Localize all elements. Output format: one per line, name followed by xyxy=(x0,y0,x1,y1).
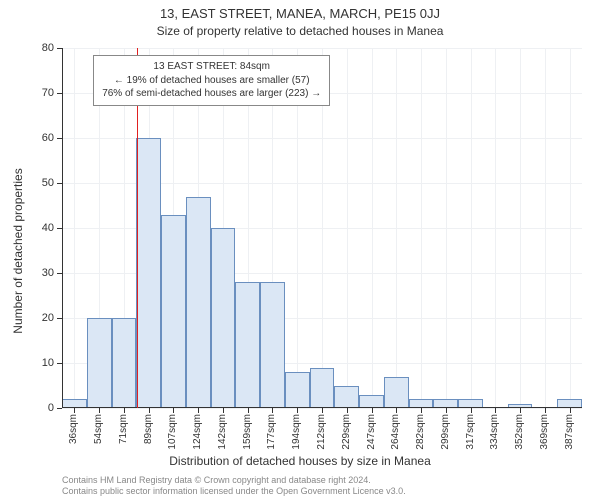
annotation-box: 13 EAST STREET: 84sqm← 19% of detached h… xyxy=(93,55,330,106)
y-tick-label: 70 xyxy=(30,87,54,99)
footer-attribution: Contains HM Land Registry data © Crown c… xyxy=(62,475,590,498)
x-tick-label: 159sqm xyxy=(242,414,253,450)
x-tick-mark xyxy=(495,408,496,413)
gridline-vertical xyxy=(74,48,75,408)
x-tick-mark xyxy=(570,408,571,413)
x-axis-label: Distribution of detached houses by size … xyxy=(0,454,600,468)
y-tick-label: 80 xyxy=(30,42,54,54)
gridline-vertical xyxy=(520,48,521,408)
x-tick-label: 387sqm xyxy=(564,414,575,450)
x-tick-mark xyxy=(198,408,199,413)
x-tick-label: 229sqm xyxy=(341,414,352,450)
x-tick-mark xyxy=(322,408,323,413)
x-tick-label: 317sqm xyxy=(465,414,476,450)
x-tick-label: 264sqm xyxy=(390,414,401,450)
x-tick-mark xyxy=(124,408,125,413)
y-tick-label: 0 xyxy=(30,402,54,414)
x-tick-label: 36sqm xyxy=(68,414,79,444)
x-tick-label: 142sqm xyxy=(217,414,228,450)
x-tick-label: 124sqm xyxy=(192,414,203,450)
histogram-bar xyxy=(310,368,335,409)
histogram-bar xyxy=(260,282,285,408)
histogram-bar xyxy=(136,138,161,408)
x-tick-label: 89sqm xyxy=(143,414,154,444)
page-subtitle: Size of property relative to detached ho… xyxy=(0,24,600,38)
x-tick-label: 54sqm xyxy=(93,414,104,444)
gridline-vertical xyxy=(545,48,546,408)
x-tick-label: 107sqm xyxy=(167,414,178,450)
x-tick-mark xyxy=(471,408,472,413)
x-tick-mark xyxy=(421,408,422,413)
gridline-vertical xyxy=(372,48,373,408)
gridline-vertical xyxy=(396,48,397,408)
y-tick-label: 30 xyxy=(30,267,54,279)
gridline-vertical xyxy=(347,48,348,408)
y-axis-label-wrap: Number of detached properties xyxy=(8,0,24,500)
histogram-bar xyxy=(334,386,359,409)
x-tick-mark xyxy=(74,408,75,413)
y-axis-line xyxy=(62,48,63,408)
x-tick-mark xyxy=(248,408,249,413)
x-tick-mark xyxy=(272,408,273,413)
annotation-line-2: ← 19% of detached houses are smaller (57… xyxy=(102,74,321,88)
histogram-bar xyxy=(235,282,260,408)
y-axis-label: Number of detached properties xyxy=(11,151,25,351)
x-tick-mark xyxy=(446,408,447,413)
x-tick-label: 334sqm xyxy=(489,414,500,450)
y-tick-label: 40 xyxy=(30,222,54,234)
x-tick-label: 71sqm xyxy=(118,414,129,444)
annotation-line-1: 13 EAST STREET: 84sqm xyxy=(102,60,321,74)
x-tick-mark xyxy=(223,408,224,413)
plot-area: 0102030405060708036sqm54sqm71sqm89sqm107… xyxy=(62,48,582,408)
x-axis-line xyxy=(62,407,582,408)
x-tick-mark xyxy=(173,408,174,413)
x-tick-label: 194sqm xyxy=(291,414,302,450)
histogram-bar xyxy=(186,197,211,409)
x-tick-label: 299sqm xyxy=(440,414,451,450)
chart-container: 13, EAST STREET, MANEA, MARCH, PE15 0JJ … xyxy=(0,0,600,500)
x-tick-mark xyxy=(99,408,100,413)
x-tick-mark xyxy=(372,408,373,413)
y-tick-mark xyxy=(57,408,62,409)
footer-line-2: Contains public sector information licen… xyxy=(62,486,590,497)
histogram-bar xyxy=(384,377,409,409)
histogram-bar xyxy=(285,372,310,408)
y-tick-label: 50 xyxy=(30,177,54,189)
histogram-bar xyxy=(211,228,236,408)
x-tick-label: 212sqm xyxy=(316,414,327,450)
y-tick-label: 20 xyxy=(30,312,54,324)
x-tick-label: 247sqm xyxy=(366,414,377,450)
x-tick-mark xyxy=(347,408,348,413)
gridline-vertical xyxy=(570,48,571,408)
annotation-line-3: 76% of semi-detached houses are larger (… xyxy=(102,87,321,101)
x-tick-label: 282sqm xyxy=(415,414,426,450)
x-tick-label: 352sqm xyxy=(514,414,525,450)
gridline-vertical xyxy=(421,48,422,408)
gridline-vertical xyxy=(471,48,472,408)
x-tick-mark xyxy=(149,408,150,413)
x-tick-mark xyxy=(520,408,521,413)
x-tick-label: 369sqm xyxy=(539,414,550,450)
gridline-vertical xyxy=(446,48,447,408)
y-tick-label: 10 xyxy=(30,357,54,369)
histogram-bar xyxy=(87,318,112,408)
x-tick-mark xyxy=(545,408,546,413)
histogram-bar xyxy=(161,215,186,409)
gridline-vertical xyxy=(495,48,496,408)
x-tick-mark xyxy=(297,408,298,413)
histogram-bar xyxy=(359,395,384,409)
y-tick-label: 60 xyxy=(30,132,54,144)
histogram-bar xyxy=(112,318,137,408)
page-title: 13, EAST STREET, MANEA, MARCH, PE15 0JJ xyxy=(0,6,600,21)
x-tick-label: 177sqm xyxy=(266,414,277,450)
footer-line-1: Contains HM Land Registry data © Crown c… xyxy=(62,475,590,486)
x-tick-mark xyxy=(396,408,397,413)
